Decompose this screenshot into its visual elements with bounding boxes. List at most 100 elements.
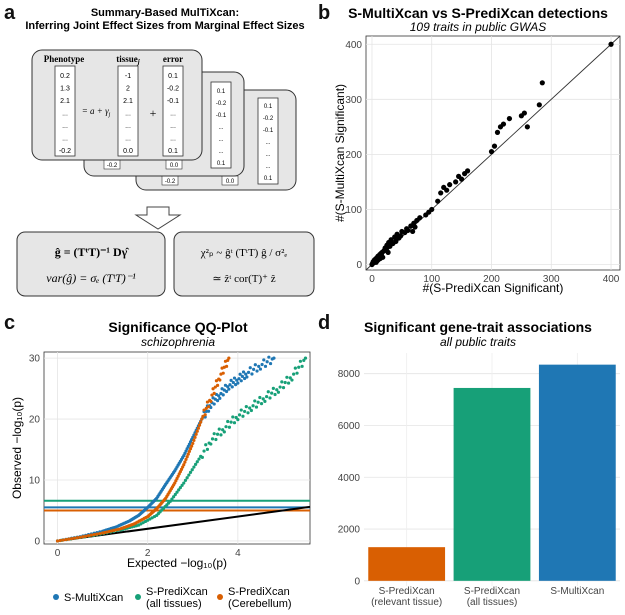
qq-point [72,536,77,540]
qq-point [221,371,225,375]
back-card-1-value: 0.1 [217,161,226,167]
back-card-1-peek-error-value: 0.0 [170,163,179,169]
qq-point [265,360,269,364]
scatter-point [417,215,423,221]
scatter-point [410,228,416,235]
tissue-value: 2 [126,86,130,93]
qq-ylabel: Observed −log₁₀(p) [10,397,24,499]
qq-point [249,408,253,413]
qq-point [210,393,214,397]
error-value: 0.1 [168,148,178,155]
qq-point [221,428,225,432]
scatter-ytick-label: 200 [345,150,362,161]
qq-point [248,406,252,410]
formula-box-left [16,231,166,297]
qq-point [201,414,205,418]
qq-point [262,358,266,362]
phenotype-value: 2.1 [60,98,70,105]
qq-point [55,539,60,543]
qq-point [188,447,193,451]
qq-point [58,538,62,543]
back-card-2-value: 0.1 [264,176,273,182]
qq-point [232,376,237,380]
qq-xlabel: Expected −log₁₀(p) [127,556,227,570]
back-card-1-peek-tissue-value: -0.2 [107,163,118,169]
scatter-point [500,121,507,127]
back-card-1-value: -0.2 [216,101,227,107]
qq-point [246,411,250,415]
qq-point [221,393,225,397]
legend-dot [53,594,59,600]
qq-point [267,355,271,359]
bar-marks [368,364,616,581]
diagram-title-line2: Inferring Joint Effect Sizes from Margin… [25,20,304,32]
qq-point [258,395,262,400]
qq-subtitle: schizophrenia [141,335,215,349]
qq-point [268,361,273,366]
back-card-2-column [257,97,279,185]
scatter-point [412,224,418,230]
legend-label: S-PrediXcan [228,586,290,598]
qq-point [234,383,238,387]
qq-point [239,379,243,383]
qq-point [281,386,286,390]
bar [453,387,531,581]
qq-point [183,460,187,464]
error-value: -0.1 [167,98,179,105]
qq-point [170,497,174,501]
phenotype-value: ... [62,111,68,118]
formula-box-right [173,231,315,297]
qq-point [236,418,240,422]
bar-category-label: S-PrediXcan [379,586,435,597]
qq-point [219,433,223,437]
legend-label: (Cerebellum) [228,598,292,610]
back-card-2-value: ... [265,140,270,146]
bar-category-label: S-MultiXcan [550,586,604,597]
qq-point [257,364,261,368]
back-card-1-value: -0.1 [216,113,227,119]
qq-xtick-label: 0 [55,548,61,559]
qq-point [212,391,216,395]
qq-point [175,490,179,494]
qq-point [217,427,221,431]
scatter-xtick-label: 0 [369,274,375,285]
qq-point [188,470,193,474]
qq-point [78,535,82,539]
qq-ytick-label: 0 [34,536,40,547]
qq-point [203,413,207,417]
qq-ytick-label: 30 [29,354,41,365]
qq-point [300,364,304,368]
qq-point [229,378,233,382]
qq-point [206,405,211,409]
qq-point [202,449,206,453]
qq-point [271,386,275,390]
qq-point [98,531,102,536]
legend-dot [217,594,223,600]
qq-point [224,425,228,429]
qq-point [209,399,213,403]
scatter-point [524,124,530,130]
qq-point [182,481,186,485]
qq-point [195,460,199,464]
qq-xtick-label: 2 [145,548,151,559]
qq-point [298,359,303,363]
qq-point [75,536,79,540]
qq-point [200,455,204,459]
qq-point [173,492,177,497]
phenotype-value: 0.2 [60,73,70,80]
scatter-ylabel: #(S-MultiXcan Significant) [333,84,347,222]
qq-point [259,402,264,406]
back-card-2-peek-tissue-value: -0.2 [165,179,176,185]
qq-point [212,402,216,406]
qq-ytick-label: 10 [29,476,41,487]
scatter-point [491,143,498,149]
qq-point [228,383,232,387]
qq-point [243,409,247,414]
back-card-2-peek-error-value: 0.0 [226,179,235,185]
phenotype-values: 0.2 1.3 2.1......... -0.2 [59,73,71,155]
qq-point [215,383,220,387]
tissue-value: ... [125,123,131,130]
qq-point [180,483,184,487]
scatter-point [521,110,527,116]
scatter-points [369,41,614,268]
